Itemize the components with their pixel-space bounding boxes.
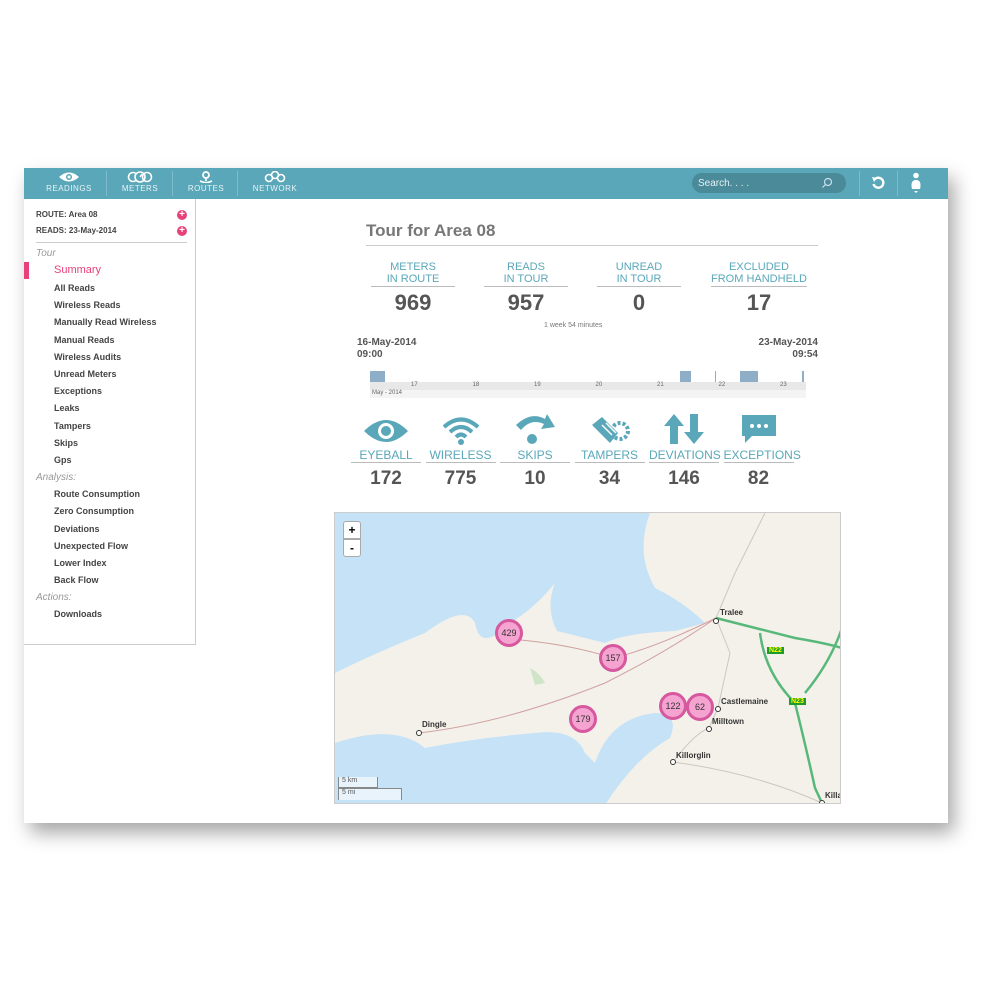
sidebar-item[interactable]: All Reads <box>54 283 96 293</box>
skip-arrow-icon <box>500 411 570 445</box>
timeline-activity-bar <box>684 371 690 382</box>
timeline-tick: 23 <box>780 382 787 388</box>
timeline-activity-bar <box>680 371 684 382</box>
stat-deviations[interactable]: DEVIATIONS 146 <box>649 411 721 490</box>
tamper-icon <box>575 411 645 445</box>
sidebar-item[interactable]: Unread Meters <box>54 369 117 379</box>
wifi-icon <box>426 411 496 445</box>
sidebar-item[interactable]: Deviations <box>54 523 100 534</box>
timeline-tick: 22 <box>718 382 726 388</box>
sidebar-item[interactable]: Exceptions <box>54 386 103 397</box>
nav-network[interactable]: NETWORK <box>244 168 306 199</box>
search-input[interactable] <box>692 173 846 193</box>
stat-eyeball[interactable]: EYEBALL 172 <box>351 411 421 490</box>
stat-wireless[interactable]: WIRELESS 775 <box>425 411 496 490</box>
route-pin-icon <box>199 171 213 183</box>
network-icon <box>264 171 286 183</box>
town-label: Killa <box>825 791 841 800</box>
scale-km: 5 km <box>338 777 378 788</box>
kpi: METERS IN ROUTE 969 <box>371 261 455 316</box>
sidebar-item[interactable]: Wireless Audits <box>54 351 122 362</box>
sidebar-item[interactable]: Wireless Reads <box>54 300 121 311</box>
add-route-icon[interactable]: + <box>177 210 187 220</box>
road-label: N22 <box>767 647 784 654</box>
town-label: Dingle <box>422 720 447 729</box>
top-nav: READINGS METERS ROUTES NETWORK <box>24 168 948 199</box>
add-reads-icon[interactable]: + <box>177 226 187 236</box>
sidebar-item[interactable]: Skips <box>54 437 79 448</box>
refresh-icon[interactable] <box>871 176 885 190</box>
kpi: UNREAD IN TOUR 0 <box>597 261 681 316</box>
page-title: Tour for Area 08 <box>366 221 818 246</box>
eye-icon <box>59 172 79 182</box>
scale-mi: 5 mi <box>338 788 402 800</box>
cluster-marker[interactable]: 62 <box>686 693 714 721</box>
start-datetime: 16-May-2014 09:00 <box>357 337 417 360</box>
town-label: Milltown <box>712 717 744 726</box>
stat-skips[interactable]: SKIPS 10 <box>500 411 570 490</box>
sidebar-item[interactable]: Manual Reads <box>54 334 115 345</box>
timeline-activity-bar <box>370 371 385 382</box>
user-icon[interactable] <box>910 172 922 194</box>
road-label: N23 <box>789 698 806 705</box>
zoom-in-button[interactable]: + <box>343 521 361 539</box>
cluster-marker[interactable]: 179 <box>569 705 597 733</box>
stat-tampers[interactable]: TAMPERS 34 <box>574 411 645 490</box>
sidebar-item[interactable]: Summary <box>54 264 102 276</box>
duration-label: 1 week 54 minutes <box>544 322 603 329</box>
sidebar-item[interactable]: Lower Index <box>54 558 107 568</box>
nav-routes[interactable]: ROUTES <box>178 168 234 199</box>
end-datetime: 23-May-2014 09:54 <box>758 337 818 360</box>
speech-bubble-icon <box>724 411 794 445</box>
timeline-activity-bar <box>690 371 691 382</box>
timeline-tick: 19 <box>534 382 541 388</box>
sidebar-item[interactable]: Tampers <box>54 420 91 431</box>
sidebar-item[interactable]: Downloads <box>54 609 103 620</box>
sidebar-item[interactable]: Route Consumption <box>54 489 140 500</box>
zoom-out-button[interactable]: - <box>343 539 361 557</box>
sidebar-item[interactable]: Unexpected Flow <box>54 540 129 551</box>
section-heading: Actions: <box>36 592 72 604</box>
up-down-arrows-icon <box>649 411 719 445</box>
kpi: READS IN TOUR 957 <box>484 261 568 316</box>
timeline-tick: 21 <box>657 382 664 388</box>
timeline-tick: 17 <box>411 382 418 388</box>
nav-readings[interactable]: READINGS <box>38 168 100 199</box>
meters-icon <box>127 171 153 183</box>
timeline-tick: 18 <box>472 382 480 388</box>
app-window: READINGS METERS ROUTES NETWORK ROUTE: Ar… <box>24 168 948 823</box>
timeline[interactable]: May - 2014 17 18 19 20 21 22 23 <box>370 369 806 399</box>
town-label: Killorglin <box>676 751 711 760</box>
town-label: Tralee <box>720 608 744 617</box>
sidebar-item[interactable]: Leaks <box>54 403 80 414</box>
map-tiles <box>335 513 840 803</box>
section-heading: Tour <box>36 248 56 259</box>
timeline-month: May - 2014 <box>372 390 403 396</box>
eye-icon <box>351 411 421 445</box>
nav-meters[interactable]: METERS <box>112 168 168 199</box>
cluster-marker[interactable]: 122 <box>659 692 687 720</box>
timeline-activity-bar <box>715 371 716 382</box>
cluster-marker[interactable]: 157 <box>599 644 627 672</box>
section-heading: Analysis: <box>36 472 77 484</box>
map[interactable]: + - Tralee Dingle Castlemaine Milltown K… <box>334 512 841 804</box>
timeline-activity-bar <box>740 371 758 382</box>
timeline-activity-bar <box>802 371 804 382</box>
cluster-marker[interactable]: 429 <box>495 619 523 647</box>
sidebar-item[interactable]: Manually Read Wireless <box>54 317 157 328</box>
sidebar-item[interactable]: Zero Consumption <box>54 506 134 517</box>
sidebar-item[interactable]: Gps <box>54 455 72 465</box>
timeline-tick: 20 <box>595 382 603 388</box>
reads-label: READS: 23-May-2014 <box>36 226 117 235</box>
kpi: EXCLUDED FROM HANDHELD 17 <box>711 261 807 315</box>
stat-exceptions[interactable]: EXCEPTIONS 82 <box>723 411 801 490</box>
search-icon[interactable] <box>821 177 833 189</box>
sidebar: ROUTE: Area 08 + READS: 23-May-2014 + To… <box>24 199 196 645</box>
town-label: Castlemaine <box>721 697 769 706</box>
sidebar-item[interactable]: Back Flow <box>54 575 99 586</box>
route-label: ROUTE: Area 08 <box>36 210 98 219</box>
